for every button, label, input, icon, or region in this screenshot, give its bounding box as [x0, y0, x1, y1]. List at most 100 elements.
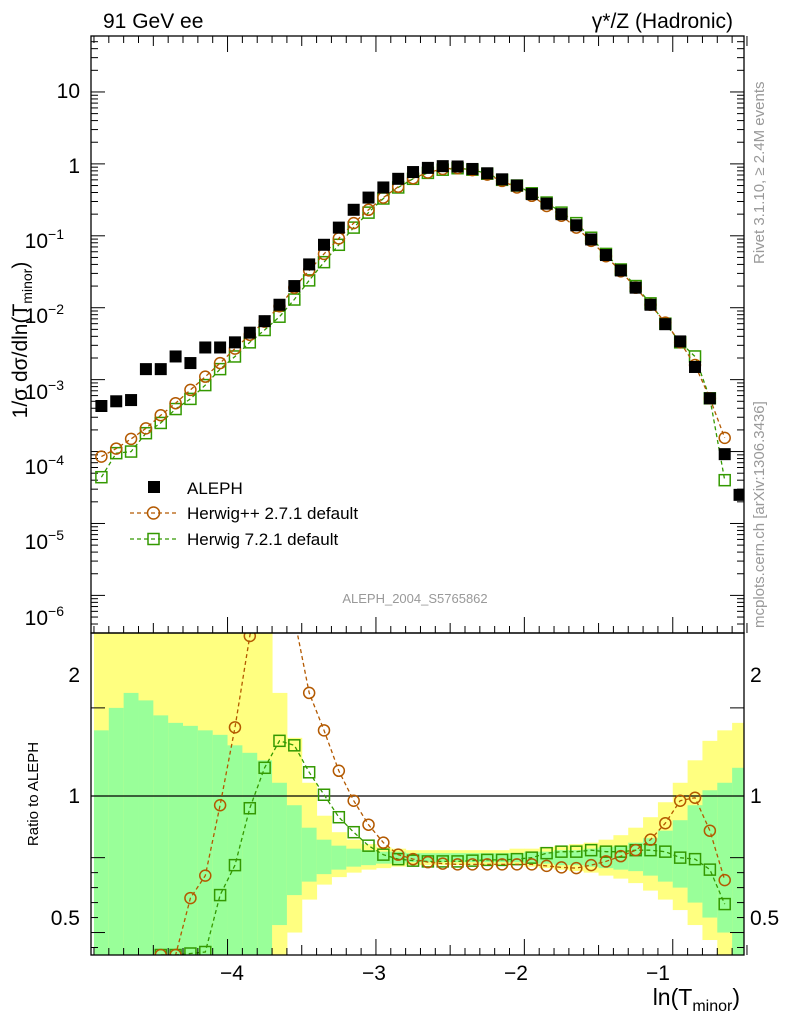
herwig7-ratio-point: [199, 945, 212, 955]
herwig7-ratio-point: [228, 858, 242, 872]
aleph-point: [362, 191, 375, 204]
aleph-point: [718, 448, 731, 461]
legend-aleph-marker: [148, 481, 160, 493]
herwig7-point: [213, 362, 227, 376]
aleph-point: [599, 249, 612, 262]
herwig7-point: [184, 392, 197, 406]
herwig7-ratio-point: [332, 810, 346, 824]
aleph-point: [570, 219, 583, 232]
herwig7-point: [718, 473, 731, 487]
ytick-1e-1: 10−1: [25, 226, 65, 253]
herwigpp-ratio-point: [259, 553, 270, 564]
herwig7-main-series: [95, 161, 731, 487]
herwig7-point: [302, 274, 316, 287]
herwig7-ratio-point: [273, 734, 286, 748]
inner-band-bin: [375, 851, 392, 864]
aleph-point: [139, 363, 152, 376]
herwig7-point: [95, 470, 108, 484]
herwig7-ratio-point: [540, 846, 553, 860]
herwigpp-ratio-point: [332, 764, 346, 778]
herwigpp-point: [124, 432, 138, 446]
aleph-point: [451, 160, 464, 173]
herwig7-point: [347, 221, 360, 234]
herwigpp-point: [154, 408, 168, 422]
aleph-point: [436, 160, 449, 173]
herwig7-ratio-point: [718, 897, 731, 911]
aleph-point: [510, 179, 523, 192]
aleph-point: [110, 395, 123, 408]
energy-label: 91 GeV ee: [103, 10, 203, 33]
aleph-point: [273, 298, 286, 311]
aleph-point: [95, 399, 108, 412]
upper-axis-ticks: [91, 35, 748, 634]
aleph-data-series: [95, 160, 744, 501]
herwig7-ratio-point: [481, 853, 494, 867]
legend-herwigpp-label: Herwig++ 2.7.1 default: [187, 504, 358, 523]
xtick-minus4: −4: [220, 962, 244, 985]
inner-band-bin: [450, 853, 466, 863]
herwigpp-ratio-point: [629, 843, 642, 857]
herwigpp-ratio-point: [169, 948, 182, 955]
inner-band-bin: [509, 853, 525, 863]
inner-band-bin: [643, 838, 659, 876]
herwigpp-ratio-point: [481, 858, 494, 871]
inner-band-bin: [168, 722, 184, 955]
aleph-point: [318, 238, 331, 251]
herwig7-ratio-point: [451, 855, 464, 868]
legend-aleph-label: ALEPH: [187, 479, 243, 498]
lower-y-tick-labels: 0.5 1 2 0.5 1 2: [51, 664, 779, 930]
herwig7-ratio-point: [377, 848, 390, 861]
herwigpp-main-series: [95, 161, 731, 463]
aleph-point: [703, 392, 716, 405]
herwigpp-ratio-series: [154, 553, 731, 955]
aleph-point: [540, 197, 553, 210]
herwigpp-ratio-point: [688, 791, 702, 804]
data-uncertainty-bands: [93, 633, 744, 955]
herwigpp-point: [718, 431, 731, 445]
aleph-point: [199, 341, 212, 354]
herwig7-point: [317, 255, 331, 269]
inner-band-bin: [212, 734, 229, 955]
x-axis-label: ln(Tminor): [653, 984, 740, 1015]
herwig7-ratio-point: [347, 825, 360, 839]
herwigpp-point: [213, 356, 227, 370]
herwig7-ratio-point: [302, 766, 316, 779]
aleph-point: [243, 326, 256, 339]
inner-band-bin: [361, 850, 377, 866]
herwigpp-ratio-point: [436, 857, 449, 870]
ytick-1: 1: [68, 155, 80, 178]
aleph-point: [228, 336, 241, 349]
ytick-1e-2: 10−2: [25, 301, 65, 328]
herwigpp-ratio-point: [228, 721, 242, 734]
inner-band-bin: [405, 853, 421, 863]
herwig7-point: [288, 293, 301, 306]
herwig7-ratio-point: [362, 839, 375, 852]
inner-band-bin: [242, 752, 258, 955]
aleph-point: [258, 315, 271, 328]
inner-band-bin: [717, 782, 733, 933]
herwigpp-ratio-point: [614, 849, 628, 863]
herwig7-ratio-point: [599, 845, 613, 858]
aleph-point: [347, 203, 360, 216]
upper-y-axis-label: 1/σ dσ/dln(Tminor): [9, 262, 35, 419]
inner-band-bin: [153, 715, 169, 955]
herwig7-ratio-point: [673, 851, 687, 864]
inner-band-bin: [108, 707, 125, 955]
inner-band-bin: [123, 692, 139, 955]
herwig7-ratio-point: [243, 801, 257, 815]
xtick-minus2: −2: [504, 962, 528, 985]
herwigpp-ratio-point: [495, 858, 509, 871]
herwigpp-point: [362, 203, 375, 217]
herwig7-point: [124, 445, 138, 458]
herwigpp-ratio-point: [584, 858, 598, 872]
aleph-point: [674, 335, 687, 348]
herwigpp-ratio-point: [243, 633, 257, 643]
herwig7-ratio-point: [555, 845, 568, 858]
inner-band-bin: [138, 700, 154, 955]
herwigpp-ratio-point: [406, 852, 420, 866]
aleph-point: [288, 280, 301, 293]
inner-band-bin: [732, 767, 744, 955]
herwigpp-ratio-point: [659, 816, 672, 830]
herwigpp-ratio-point: [718, 873, 731, 887]
inner-band-bin: [657, 830, 674, 882]
